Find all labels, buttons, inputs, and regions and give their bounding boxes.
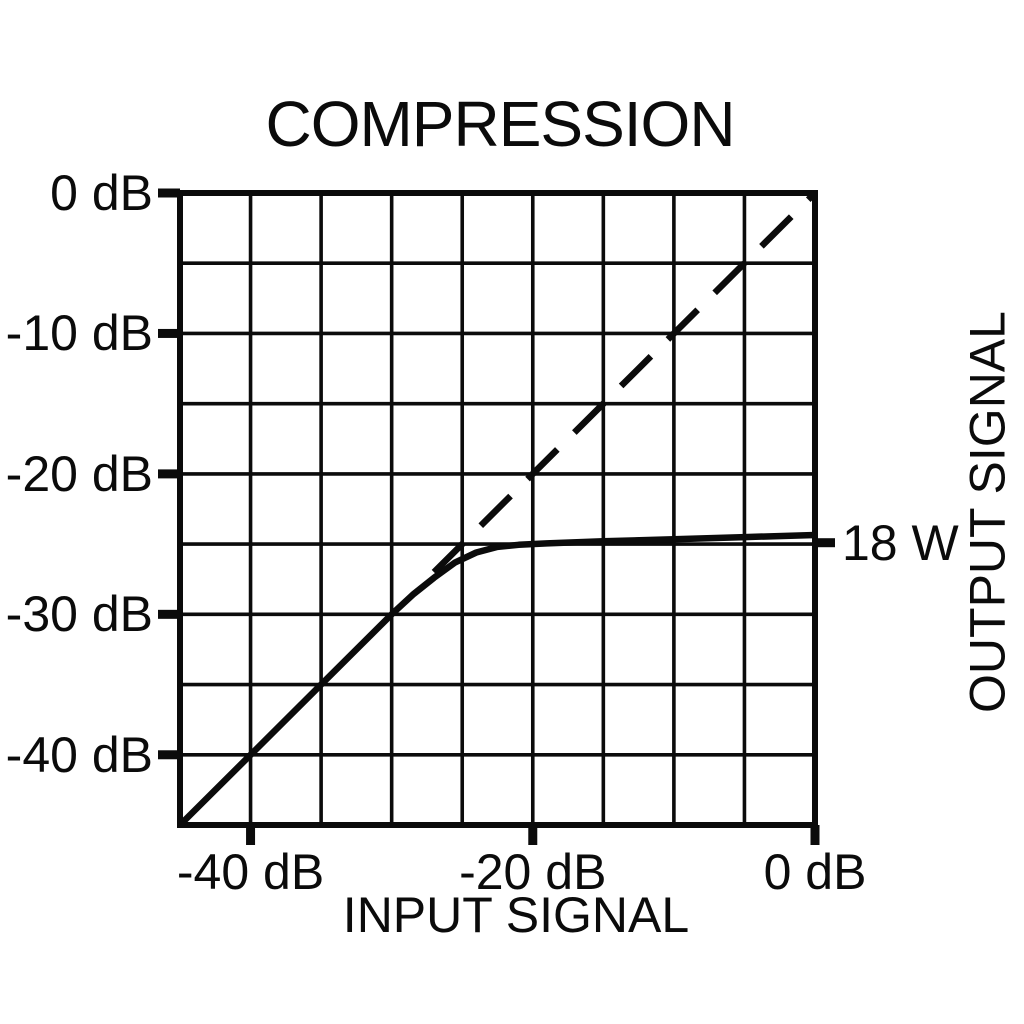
y-tick-label: -10 dB — [5, 305, 153, 362]
power-annotation-label: 18 W — [842, 514, 959, 571]
y-tick-label: 0 dB — [50, 165, 153, 221]
y-tick-label: -30 dB — [5, 586, 153, 643]
compressed-output-curve — [177, 531, 816, 828]
x-tick-label: -40 dB — [176, 844, 325, 900]
y-tick-label: -40 dB — [5, 726, 153, 783]
y-tick-label: -20 dB — [5, 445, 153, 502]
unity-gain-reference — [431, 190, 818, 575]
x-tick-label: -20 dB — [459, 844, 607, 900]
chart-title: COMPRESSION — [265, 88, 735, 160]
x-axis-title: INPUT SIGNAL — [342, 887, 690, 943]
y-axis-title: OUTPUT SIGNAL — [959, 311, 1016, 713]
x-tick-label: 0 dB — [763, 844, 867, 900]
